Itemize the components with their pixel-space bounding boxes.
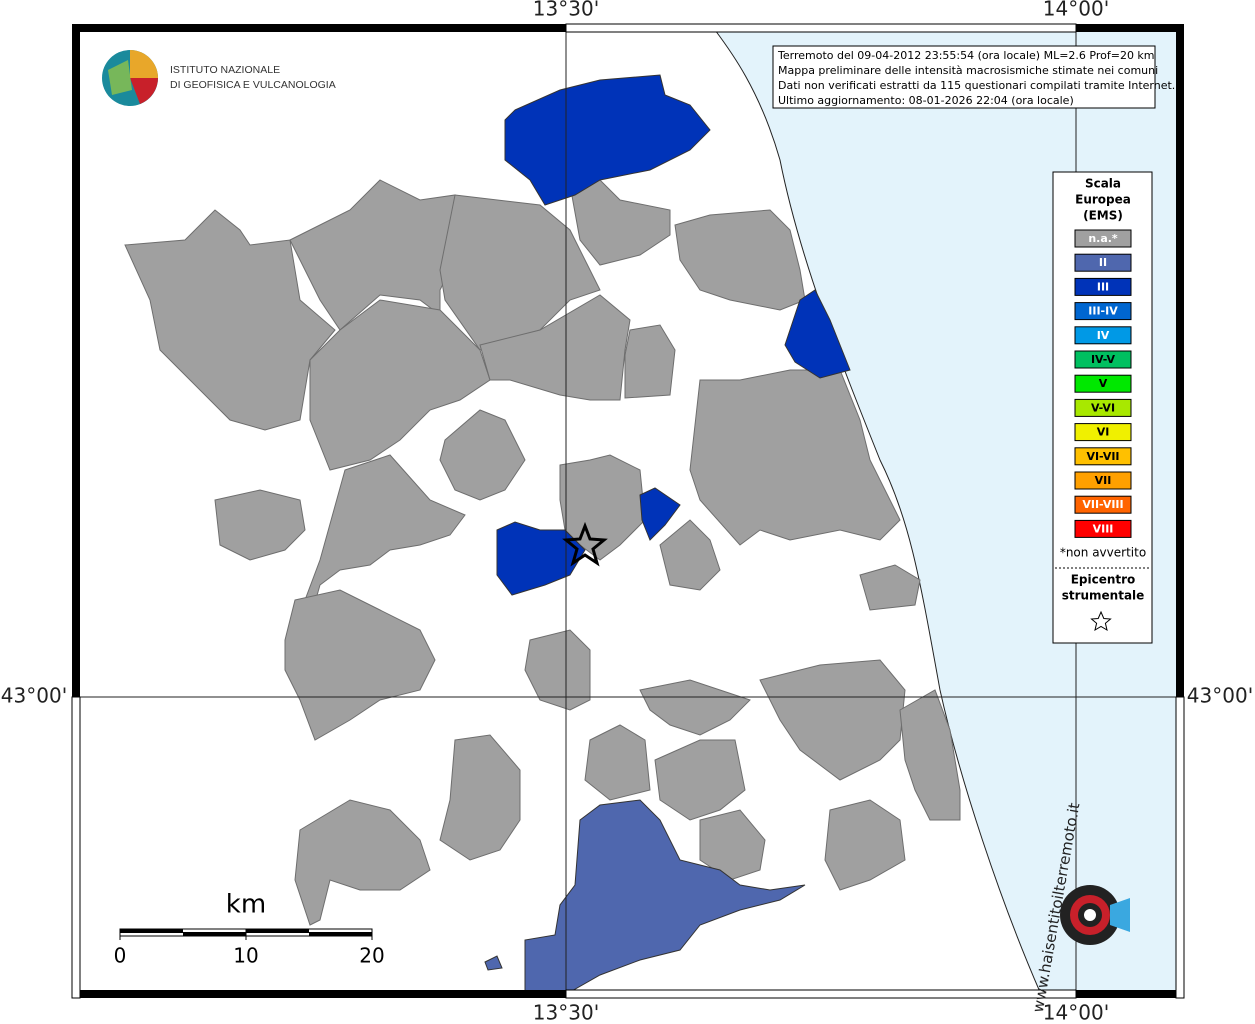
lon-label: 14°00' <box>1043 1001 1109 1024</box>
lat-label: 43°00' <box>1 684 67 708</box>
lat-label: 43°00' <box>1187 684 1253 708</box>
lon-label: 13°30' <box>533 1001 599 1024</box>
legend-label: II <box>1099 256 1107 269</box>
legend-label: V <box>1099 377 1108 390</box>
scale-label: 0 <box>114 944 127 968</box>
legend-swatch <box>1074 423 1132 442</box>
scale-label: 10 <box>233 944 258 968</box>
info-line: Mappa preliminare delle intensità macros… <box>778 64 1158 77</box>
legend-swatch <box>1074 374 1132 393</box>
legend-title: Scala <box>1085 177 1121 191</box>
legend-swatch <box>1074 350 1132 369</box>
legend-label: VIII <box>1093 522 1114 535</box>
legend-label: VI-VII <box>1086 450 1119 463</box>
legend-swatch <box>1074 447 1132 466</box>
info-line: Ultimo aggiornamento: 08-01-2026 22:04 (… <box>778 94 1074 107</box>
legend-label: VII-VIII <box>1082 498 1123 511</box>
lon-label: 13°30' <box>533 0 599 21</box>
legend-title: (EMS) <box>1083 209 1123 223</box>
logo: ISTITUTO NAZIONALE DI GEOFISICA E VULCAN… <box>102 50 336 106</box>
municipalities <box>124 179 961 926</box>
legend: Scala Europea (EMS) *non avvertito Epice… <box>1052 171 1153 644</box>
legend-swatch <box>1074 471 1132 490</box>
legend-label: III-IV <box>1088 305 1118 318</box>
legend-swatch <box>1074 495 1132 514</box>
legend-label: V-VI <box>1091 401 1115 414</box>
legend-epicenter: Epicentro <box>1071 573 1136 587</box>
scale-bar: km 0 10 20 <box>114 890 385 968</box>
scale-unit: km <box>226 890 266 920</box>
legend-swatch <box>1074 229 1132 248</box>
logo-text: DI GEOFISICA E VULCANOLOGIA <box>170 79 336 91</box>
legend-epicenter: strumentale <box>1062 589 1145 603</box>
legend-swatch <box>1074 398 1132 417</box>
info-line: Terremoto del 09-04-2012 23:55:54 (ora l… <box>777 49 1155 62</box>
legend-label: VII <box>1095 474 1112 487</box>
info-line: Dati non verificati estratti da 115 ques… <box>778 79 1175 92</box>
epicenter-star <box>562 521 608 567</box>
legend-label: IV <box>1097 329 1110 342</box>
legend-label: VI <box>1097 426 1110 439</box>
logo-text: ISTITUTO NAZIONALE <box>170 64 280 76</box>
legend-label: IV-V <box>1091 353 1116 366</box>
scale-label: 20 <box>359 944 384 968</box>
frame <box>71 23 1185 999</box>
legend-label: III <box>1097 280 1109 293</box>
legend-swatch <box>1074 326 1132 345</box>
intensity-areas <box>484 74 851 993</box>
legend-swatch <box>1074 519 1132 538</box>
legend-swatch <box>1074 277 1132 296</box>
legend-label: n.a.* <box>1088 232 1118 245</box>
lon-label: 14°00' <box>1043 0 1109 21</box>
legend-title: Europea <box>1075 193 1131 207</box>
legend-swatch <box>1074 253 1132 272</box>
legend-swatch <box>1074 302 1132 321</box>
legend-note: *non avvertito <box>1060 546 1146 560</box>
info-box: Terremoto del 09-04-2012 23:55:54 (ora l… <box>772 45 1175 109</box>
